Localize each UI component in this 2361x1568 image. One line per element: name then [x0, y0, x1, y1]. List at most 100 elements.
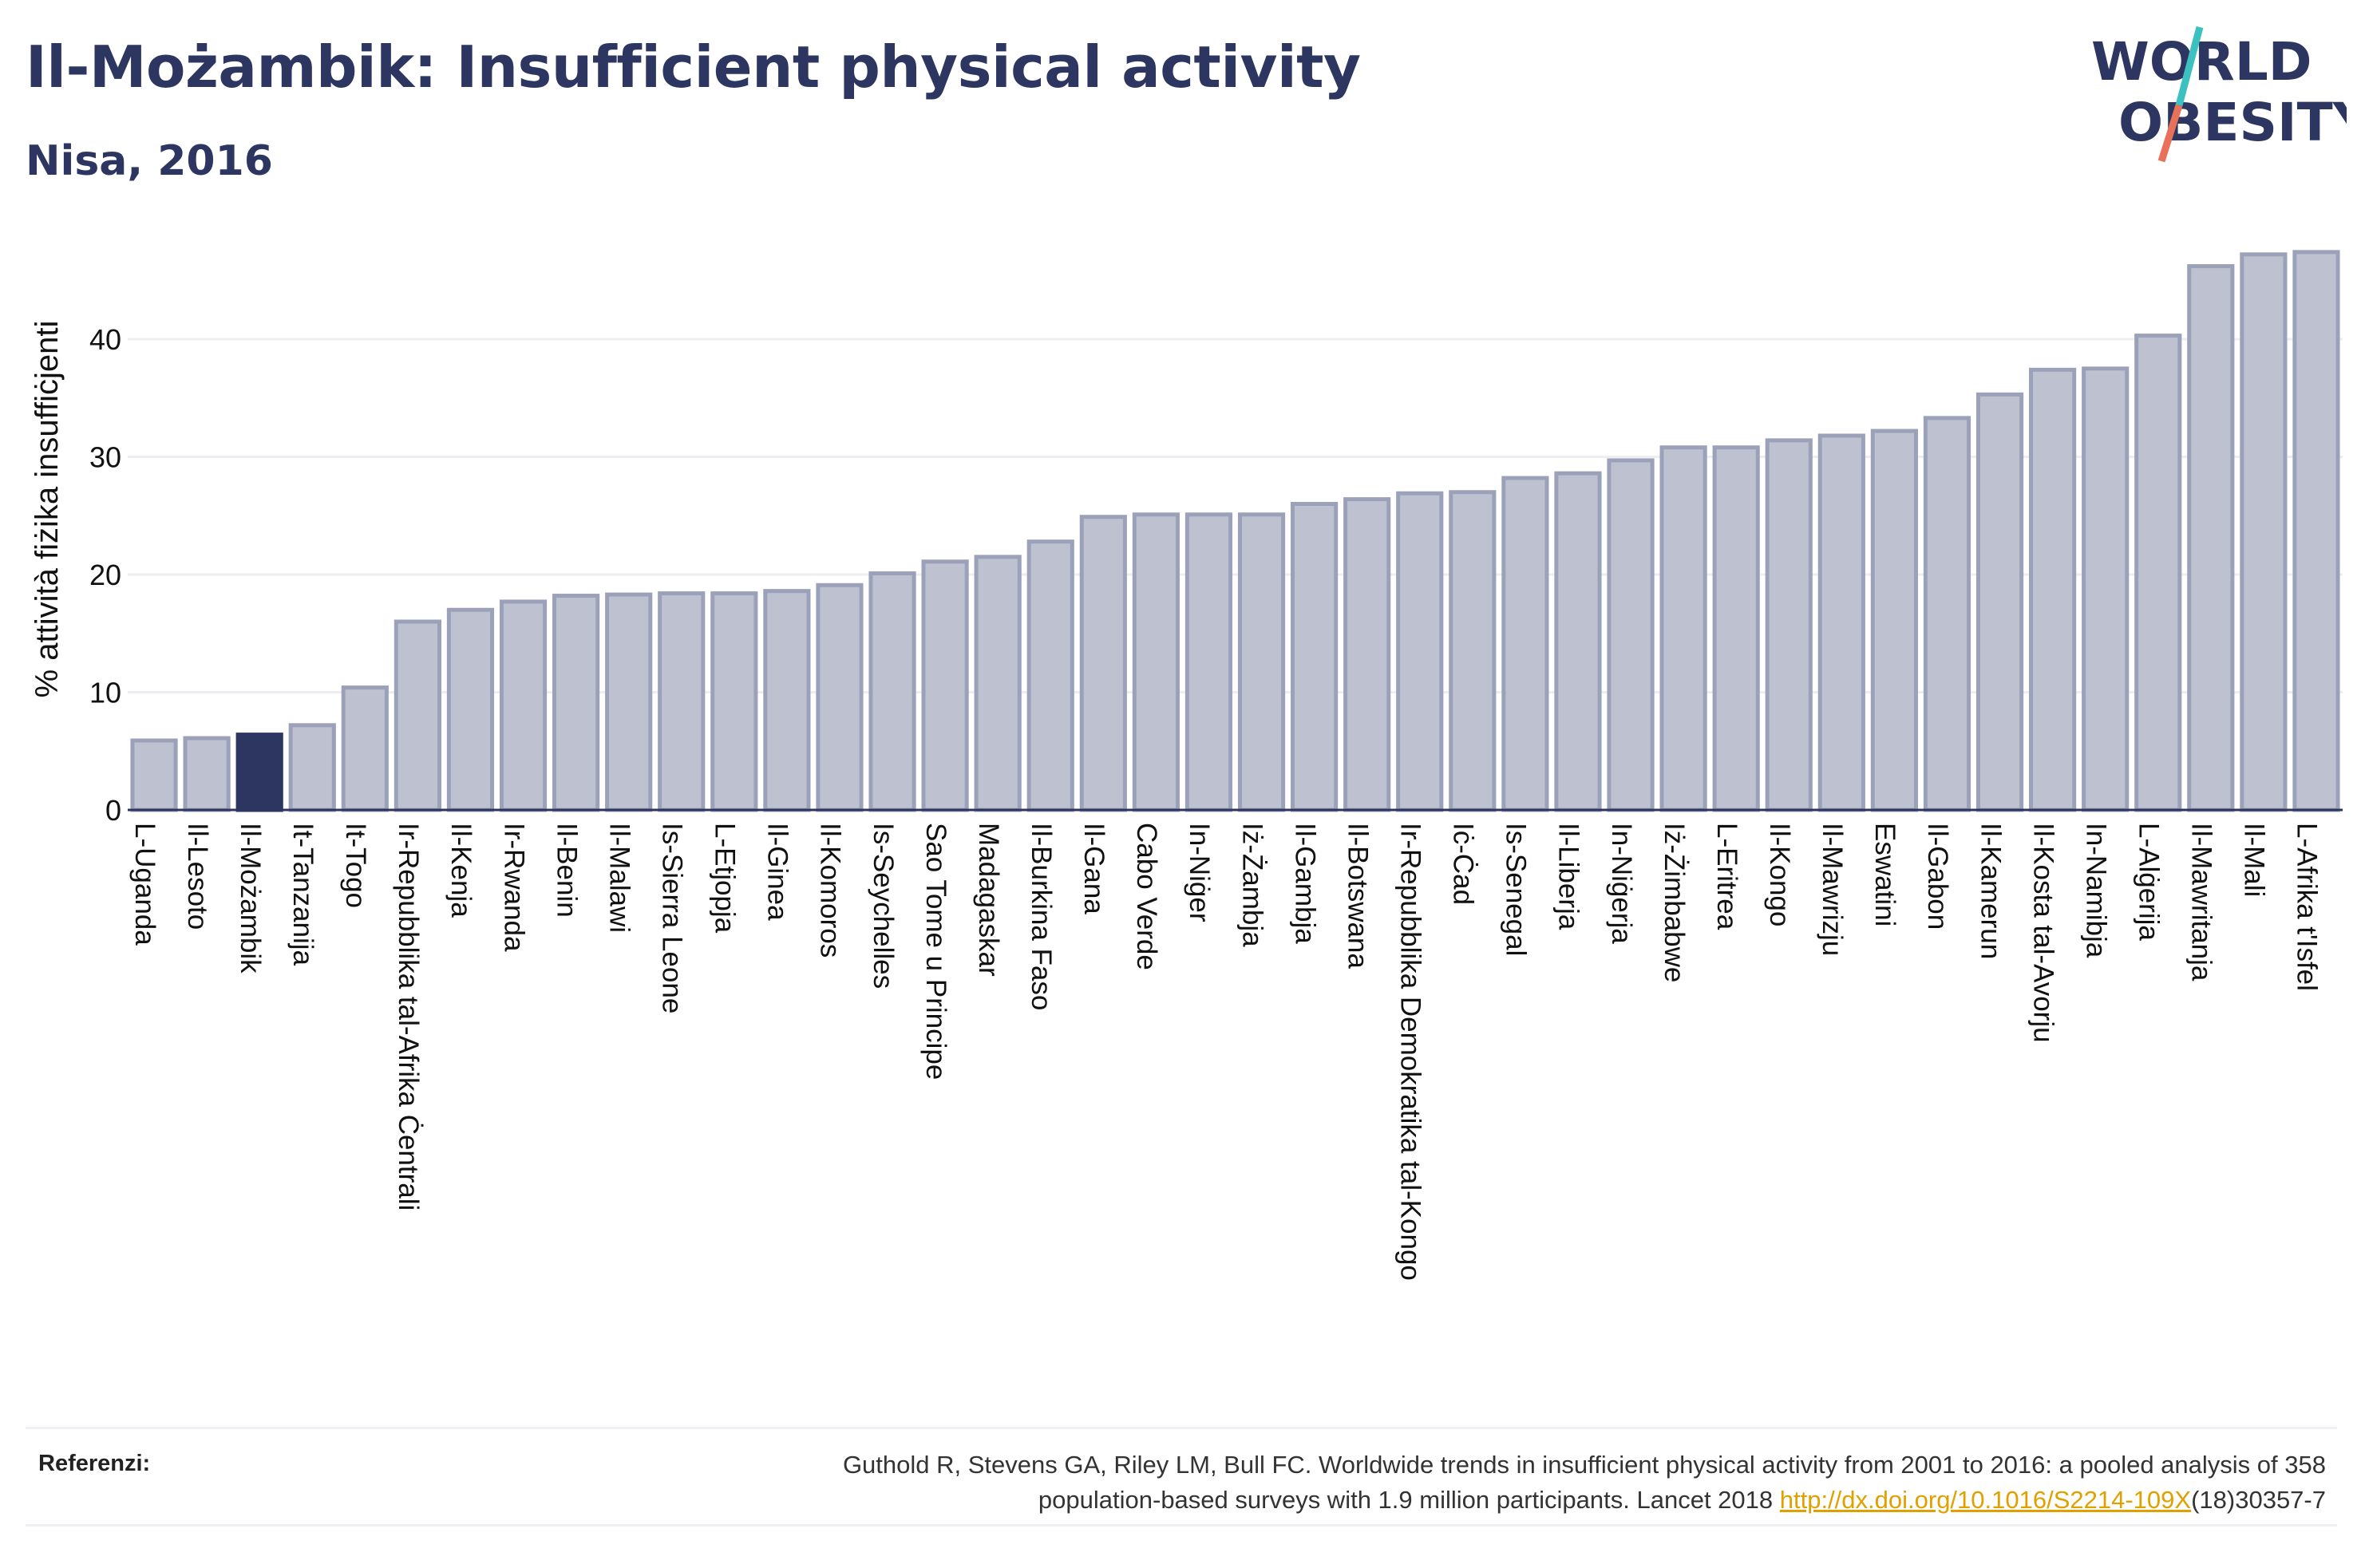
- x-tick-labels: L-Uganda Il-Lesoto Il-Możambik It-Tanzanija…: [129, 823, 2323, 1281]
- bar: [1184, 512, 1233, 812]
- bar: [2029, 367, 2077, 812]
- x-tick-label: It-Tanzanija: [287, 823, 318, 966]
- x-tick-label: Iż-Żambja: [1236, 823, 1268, 947]
- x-tick-label: Il-Burkina Faso: [1026, 823, 1057, 1010]
- bar: [499, 599, 548, 812]
- bar: [763, 589, 811, 812]
- y-axis-label: % attività fiżika insuffiċjenti: [30, 321, 65, 698]
- bar: [1975, 392, 2024, 812]
- x-tick-label: Ir-Rwanda: [498, 823, 529, 952]
- bar: [183, 736, 231, 812]
- bar: [1343, 497, 1391, 812]
- x-tick-label: Is-Senegal: [1501, 823, 1532, 956]
- reference-line-1: Guthold R, Stevens GA, Riley LM, Bull FC…: [842, 1451, 2326, 1479]
- bar: [605, 592, 653, 812]
- x-tick-label: Eswatini: [1869, 823, 1900, 926]
- bar: [1817, 433, 1865, 812]
- x-tick-label: Iż-Żimbabwe: [1659, 823, 1690, 982]
- x-tick-label: Il-Komoros: [815, 823, 846, 958]
- y-tick-label: 30: [89, 441, 121, 474]
- x-tick-label: Il-Kamerun: [1975, 823, 2006, 959]
- bar-chart: 0 10 20 30 40 L-Uganda Il-Lesoto Il-Możambik It…: [30, 250, 2343, 1281]
- x-tick-label: Il-Malawi: [603, 823, 635, 933]
- x-tick-label: L-Eritrea: [1711, 823, 1742, 930]
- chart-title: Il-Możambik: Insufficient physical activ…: [26, 34, 1361, 101]
- grid-lines: [128, 338, 2343, 693]
- x-tick-label: In-Niġerja: [1606, 823, 1637, 944]
- x-tick-label: Cabo Verde: [1131, 823, 1162, 970]
- x-tick-label: Il-Ginea: [762, 823, 793, 921]
- bar: [1923, 416, 1971, 812]
- bar: [1607, 458, 1655, 812]
- x-tick-label: Il-Benin: [551, 823, 582, 918]
- x-tick-label: L-Alġerija: [2134, 823, 2165, 941]
- x-tick-label: In-Niġer: [1184, 823, 1215, 922]
- y-tick-label: 20: [89, 559, 121, 591]
- y-tick-label: 10: [89, 677, 121, 709]
- x-tick-label: Il-Lesoto: [182, 823, 213, 930]
- x-tick-label: Is-Sierra Leone: [657, 823, 688, 1013]
- bar: [921, 559, 969, 812]
- x-tick-label: Il-Możambik: [235, 823, 266, 974]
- reference-line-2-start: population-based surveys with 1.9 millio…: [1038, 1486, 1780, 1514]
- x-tick-label: Il-Gambja: [1289, 823, 1320, 944]
- bar: [130, 738, 178, 812]
- x-tick-label: Il-Kenja: [445, 823, 477, 918]
- bar: [288, 723, 336, 812]
- logo-text-obesity: OBESITY: [2118, 92, 2347, 153]
- logo-slash-top: [2175, 26, 2204, 107]
- x-tick-label: Is-Seychelles: [868, 823, 899, 989]
- bar: [1554, 471, 1602, 812]
- bar: [446, 607, 495, 812]
- chart-subtitle: Nisa, 2016: [26, 137, 273, 185]
- bar: [974, 555, 1022, 812]
- doi-link[interactable]: http://dx.doi.org/10.1016/S2214-109X: [1779, 1486, 2192, 1514]
- x-tick-label: Sao Tome u Principe: [920, 823, 951, 1080]
- bar: [2240, 252, 2288, 812]
- x-tick-label: Il-Mawrizju: [1817, 823, 1848, 956]
- x-tick-label: Ir-Repubblika tal-Afrika Ċentrali: [393, 823, 424, 1211]
- logo-text-world: WORLD: [2091, 31, 2312, 93]
- x-tick-label: Il-Gana: [1078, 823, 1109, 914]
- x-tick-label: Madagaskar: [973, 823, 1004, 977]
- x-tick-label: Ir-Repubblika Demokratika tal-Kongo: [1395, 823, 1426, 1281]
- bar: [1659, 445, 1707, 812]
- bar: [1712, 445, 1760, 812]
- x-tick-label: Il-Liberja: [1553, 823, 1584, 930]
- bar: [2187, 264, 2235, 812]
- x-tick-label: Il-Gabon: [1922, 823, 1953, 930]
- bars: [130, 250, 2340, 812]
- bar: [341, 685, 389, 812]
- bar: [1870, 429, 1918, 812]
- x-tick-label: In-Namibja: [2080, 823, 2111, 958]
- bar: [1449, 490, 1497, 812]
- bar: [1026, 539, 1074, 812]
- bar: [868, 571, 916, 812]
- bar: [816, 583, 864, 812]
- x-tick-label: It-Togo: [340, 823, 371, 908]
- x-tick-label: Il-Kongo: [1764, 823, 1795, 926]
- x-tick-label: Il-Mawritanja: [2186, 823, 2217, 981]
- bar: [658, 591, 706, 812]
- bar: [552, 594, 600, 812]
- x-tick-label: Iċ-Ċad: [1448, 823, 1479, 905]
- x-tick-label: L-Etjopja: [710, 823, 741, 934]
- bar: [710, 591, 758, 812]
- bar: [1237, 512, 1286, 812]
- bar-highlighted: [235, 733, 283, 812]
- footer-divider-bottom: [26, 1524, 2337, 1527]
- bar: [394, 619, 441, 812]
- logo-slash-bottom: [2157, 104, 2183, 163]
- bar: [2082, 366, 2130, 812]
- y-tick-label: 0: [105, 794, 121, 827]
- world-obesity-logo: WORLD OBESITY: [2091, 26, 2347, 163]
- bar: [2292, 250, 2340, 812]
- bar: [1501, 476, 1549, 812]
- reference-line-2-end: (18)30357-7: [2191, 1486, 2326, 1514]
- x-tick-label: L-Afrika t'Isfel: [2292, 823, 2323, 991]
- x-tick-label: Il-Botswana: [1342, 823, 1373, 969]
- references-label: Referenzi:: [38, 1451, 151, 1476]
- bar: [2134, 334, 2182, 812]
- x-tick-label: Il-Kosta tal-Avorju: [2027, 823, 2058, 1043]
- bar: [1291, 502, 1339, 812]
